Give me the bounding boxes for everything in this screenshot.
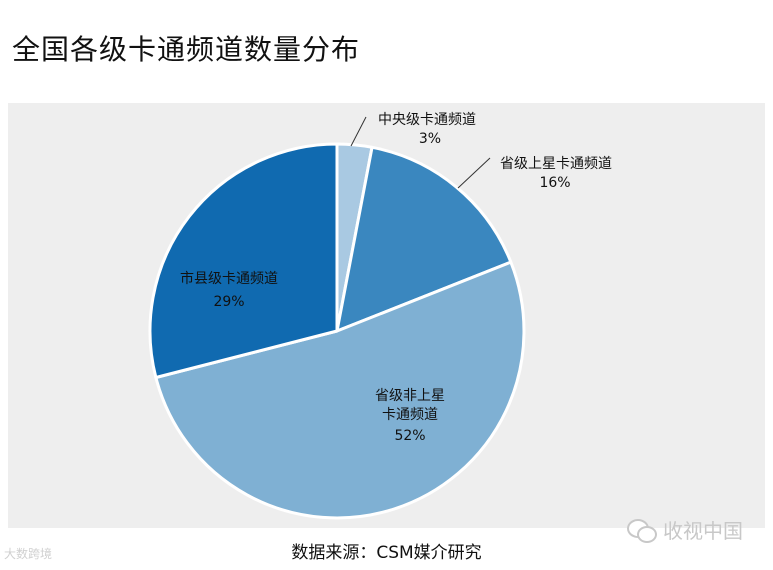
chart-title: 全国各级卡通频道数量分布: [12, 33, 361, 66]
slice-percent-3: 29%: [213, 294, 244, 310]
slice-percent-0: 3%: [419, 131, 441, 147]
slice-label-1-0: 省级上星卡通频道: [500, 156, 612, 172]
watermark-text: 收视中国: [663, 519, 743, 543]
wechat-icon: [627, 517, 657, 543]
slice-label-0-0: 中央级卡通频道: [378, 112, 476, 128]
slice-label-2-1: 卡通频道: [382, 407, 438, 423]
pie-slice-3: [148, 142, 339, 380]
data-source-note: 数据来源：CSM媒介研究: [291, 543, 482, 563]
slice-percent-1: 16%: [539, 175, 570, 191]
leader-line-0: [350, 116, 367, 147]
leader-line-1: [457, 157, 491, 189]
slice-label-3-0: 市县级卡通频道: [180, 270, 278, 287]
wechat-watermark: 收视中国: [627, 515, 743, 544]
slice-percent-2: 52%: [394, 428, 425, 444]
pie-slice-1: [335, 145, 513, 333]
pie-slice-2: [154, 260, 526, 520]
slice-label-2-0: 省级非上星: [375, 388, 445, 404]
brand-watermark: 大数跨境: [4, 547, 53, 561]
